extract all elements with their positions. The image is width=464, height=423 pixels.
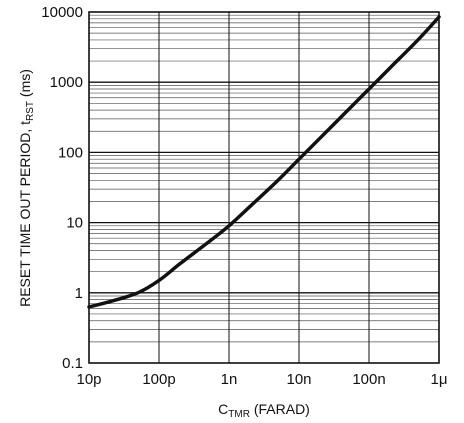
minor-gridlines <box>89 14 439 343</box>
x-axis-title: CTMR (FARAD) <box>218 401 310 420</box>
major-gridlines <box>89 12 439 363</box>
x-tick-label: 1μ <box>431 371 448 388</box>
y-axis-title-main: RESET TIME OUT PERIOD, t <box>17 121 33 307</box>
y-tick-label: 10 <box>66 215 83 232</box>
x-tick-label: 10n <box>286 371 311 388</box>
y-tick-label: 1 <box>75 285 83 302</box>
y-tick-label: 10000 <box>41 4 83 21</box>
y-tick-labels: 0.1 1 10 100 1000 10000 <box>41 4 83 372</box>
series-line <box>87 15 441 309</box>
series-layer <box>87 15 441 309</box>
x-axis-title-sub: TMR <box>228 409 250 420</box>
x-axis-title-rest: (FARAD) <box>250 401 310 417</box>
y-tick-label: 100 <box>58 144 83 161</box>
y-tick-label: 1000 <box>50 74 83 91</box>
y-axis-title-rest: (ms) <box>17 69 33 101</box>
y-tick-label: 0.1 <box>62 355 83 372</box>
y-axis-title: RESET TIME OUT PERIOD, tRST (ms) <box>17 69 36 307</box>
x-tick-labels: 10p 100p 1n 10n 100n 1μ <box>76 371 447 388</box>
x-tick-label: 10p <box>76 371 101 388</box>
y-axis-title-sub: RST <box>25 101 36 121</box>
x-tick-label: 100n <box>352 371 385 388</box>
x-axis-title-main: C <box>218 401 228 417</box>
plot-frame <box>88 11 440 364</box>
x-tick-label: 100p <box>142 371 175 388</box>
x-tick-label: 1n <box>221 371 238 388</box>
